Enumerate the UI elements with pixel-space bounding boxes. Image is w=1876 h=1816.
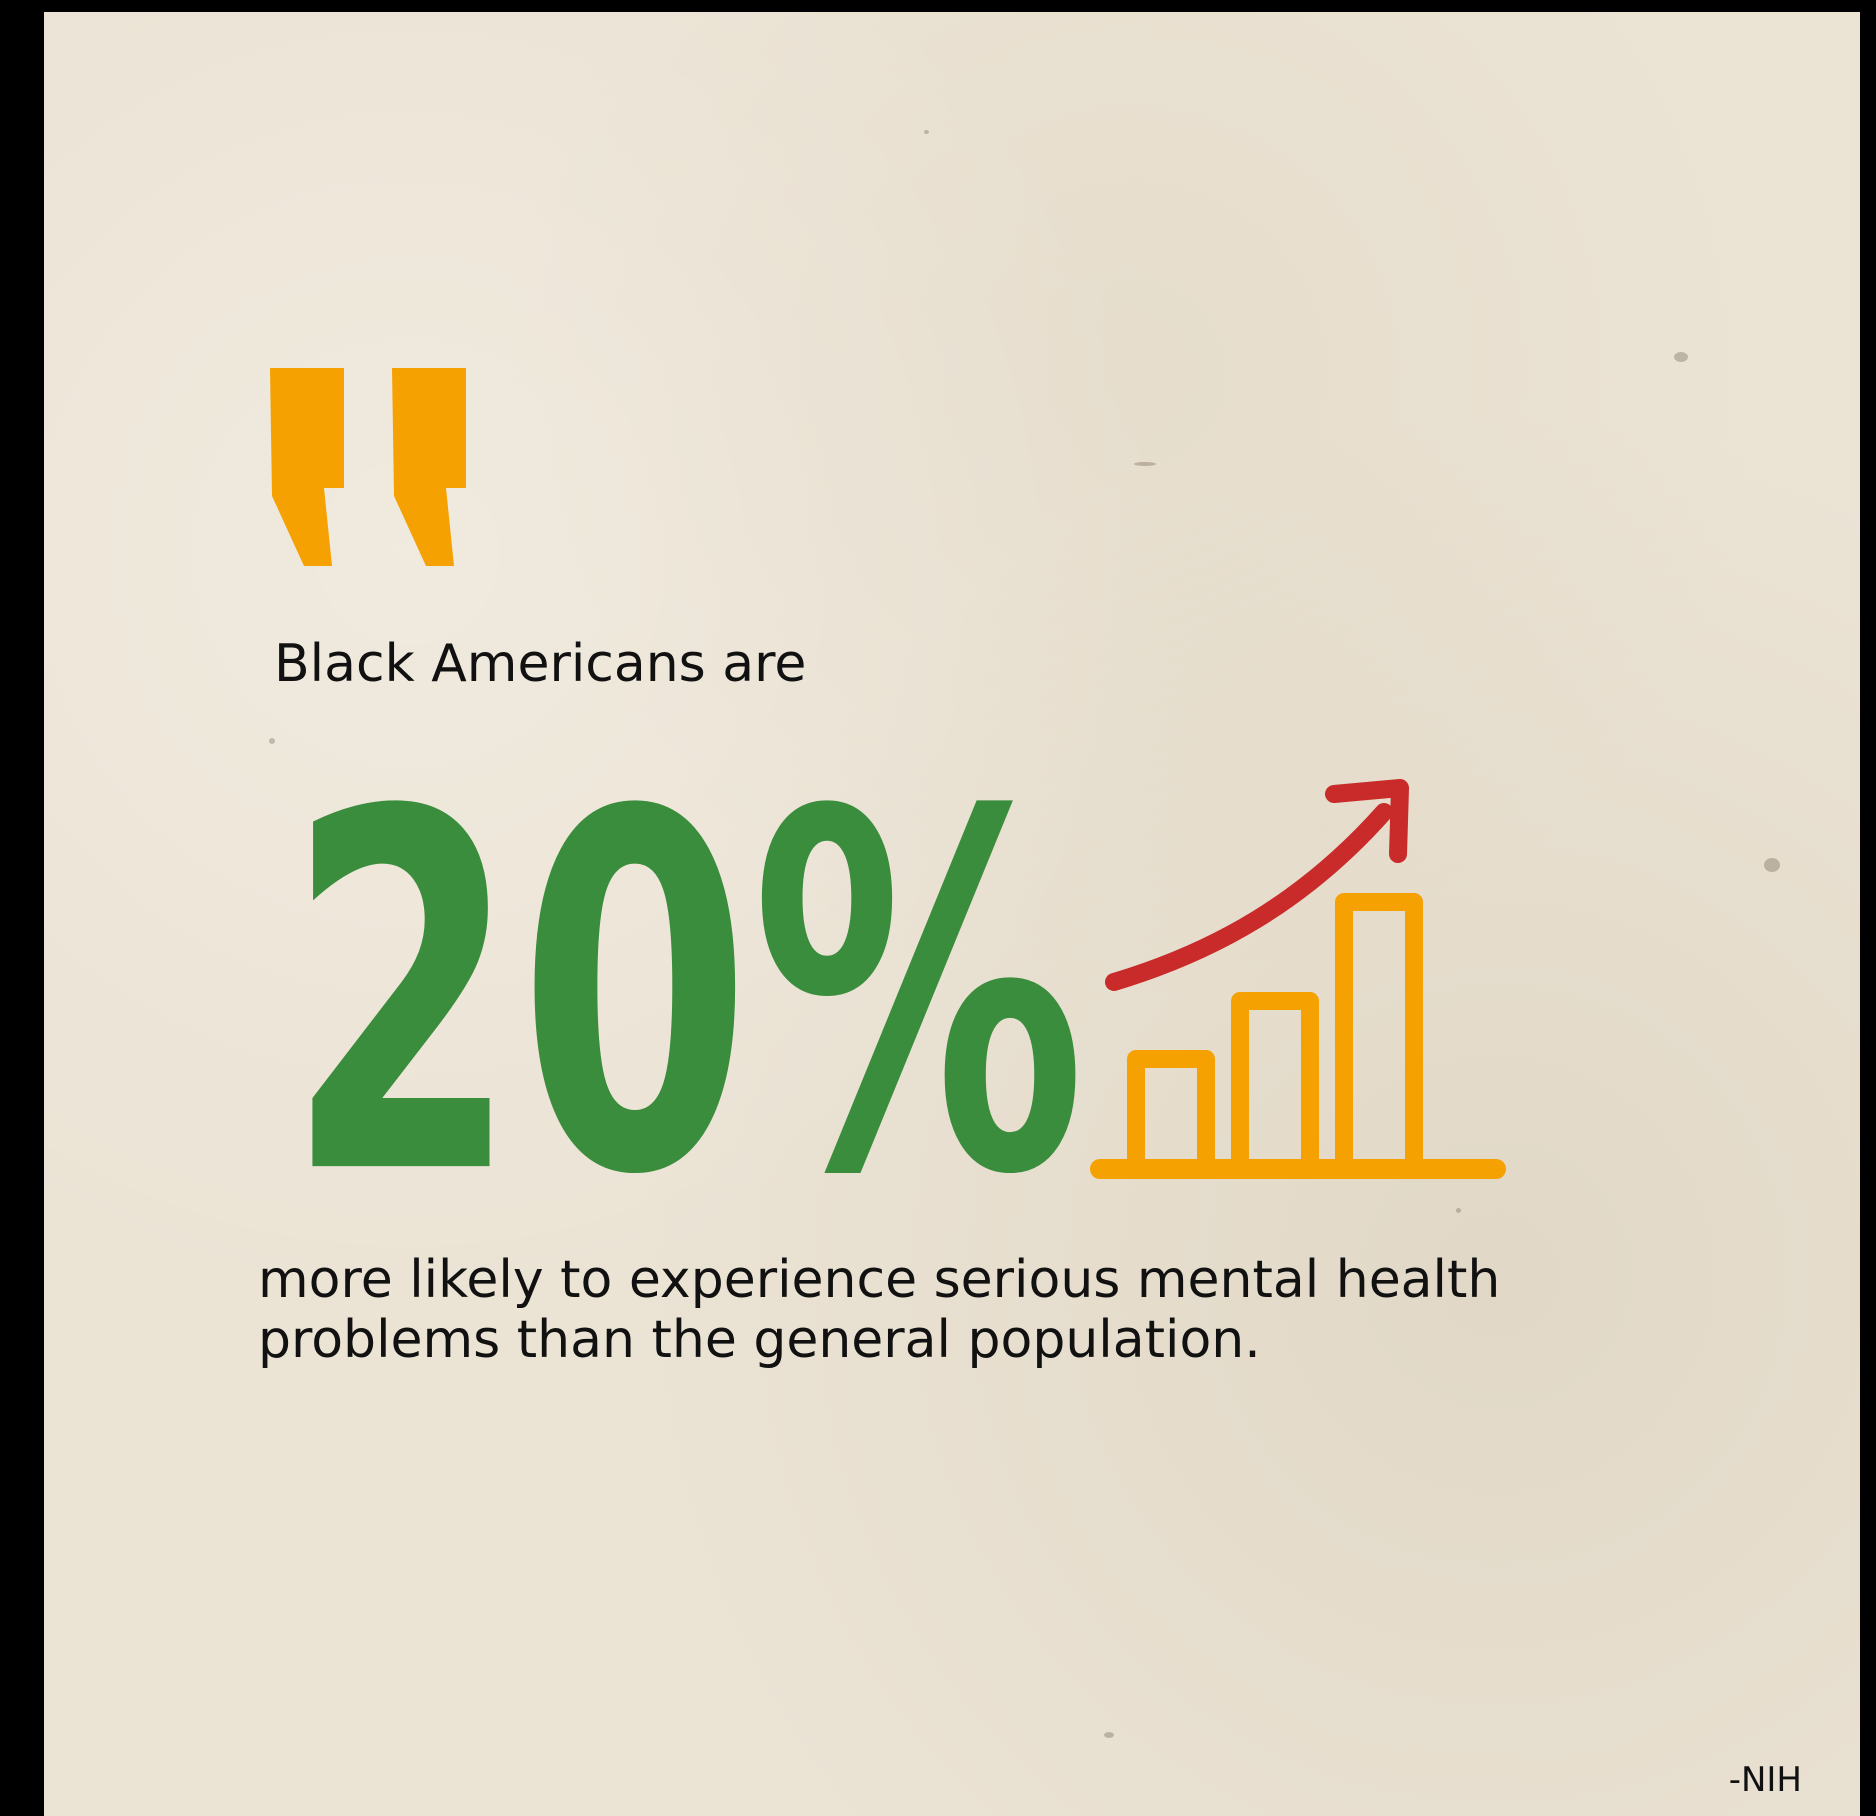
paper-speck bbox=[1764, 858, 1780, 872]
body-text: more likely to experience serious mental… bbox=[258, 1250, 1678, 1370]
paper-speck bbox=[1134, 462, 1156, 466]
stat-value: 20% bbox=[286, 712, 1086, 1182]
chart-bar-medium bbox=[1231, 992, 1319, 1178]
lead-text: Black Americans are bbox=[274, 634, 807, 694]
paper-speck bbox=[1674, 352, 1688, 362]
body-line: problems than the general population. bbox=[258, 1310, 1261, 1370]
quote-mark-left bbox=[270, 368, 344, 566]
growth-arrow-head bbox=[1325, 779, 1409, 863]
chart-bar-small bbox=[1127, 1050, 1215, 1178]
bar-chart-growth-icon bbox=[1090, 779, 1506, 1179]
paper-speck bbox=[1456, 1208, 1461, 1213]
paper-speck bbox=[924, 130, 929, 134]
growth-arrow-line bbox=[1105, 803, 1393, 991]
body-line: more likely to experience serious mental… bbox=[258, 1250, 1501, 1310]
stat-percentage: 20% bbox=[286, 712, 1086, 1182]
source-attribution: -NIH bbox=[1728, 1760, 1802, 1800]
quote-mark-right bbox=[392, 368, 466, 566]
quote-mark-icon bbox=[270, 368, 466, 566]
paper-speck bbox=[1104, 1732, 1114, 1738]
paper-speck bbox=[269, 738, 275, 744]
chart-bar-large bbox=[1335, 893, 1423, 1178]
quote-card: Black Americans are 20% more likely to e… bbox=[44, 12, 1860, 1816]
